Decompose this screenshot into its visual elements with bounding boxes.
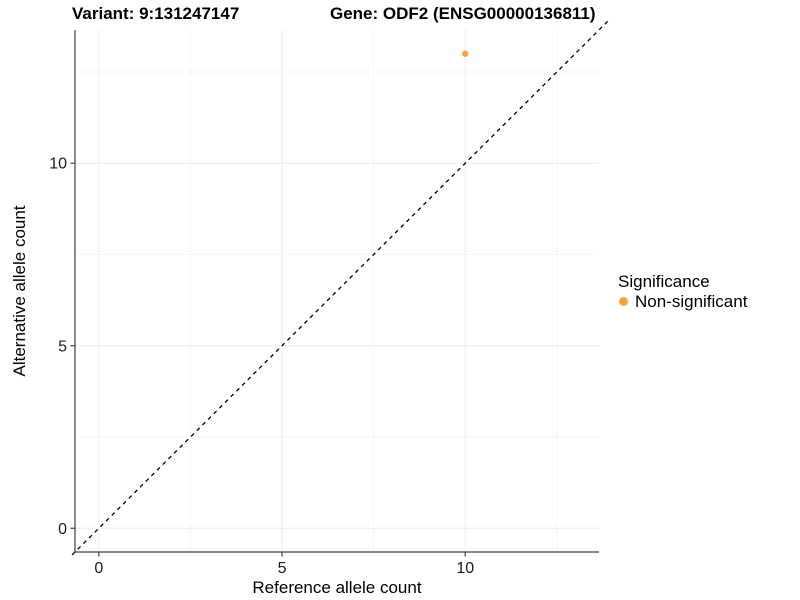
- identity-dashed-line: [71, 20, 609, 556]
- data-point: [462, 50, 469, 57]
- legend-label-non-significant: Non-significant: [635, 292, 748, 311]
- grid-layer: [75, 30, 599, 552]
- legend: Significance Non-significant: [618, 272, 748, 311]
- legend-title: Significance: [618, 272, 710, 291]
- x-tick-label: 0: [94, 560, 103, 577]
- x-axis-title: Reference allele count: [252, 578, 421, 597]
- y-tick-label: 10: [49, 156, 67, 173]
- y-tick-label: 5: [58, 338, 67, 355]
- legend-key-circle-icon: [619, 297, 628, 306]
- plot-title-variant: Variant: 9:131247147: [72, 4, 239, 23]
- x-tick-label: 10: [456, 560, 474, 577]
- tick-label-layer: 0 5 10 0 5 10: [49, 156, 474, 577]
- plot-title-gene: Gene: ODF2 (ENSG00000136811): [330, 4, 596, 23]
- y-axis-title: Alternative allele count: [10, 205, 29, 376]
- axes-layer: [70, 30, 599, 557]
- data-points-layer: [462, 50, 469, 57]
- y-tick-label: 0: [58, 521, 67, 538]
- x-tick-label: 5: [278, 560, 287, 577]
